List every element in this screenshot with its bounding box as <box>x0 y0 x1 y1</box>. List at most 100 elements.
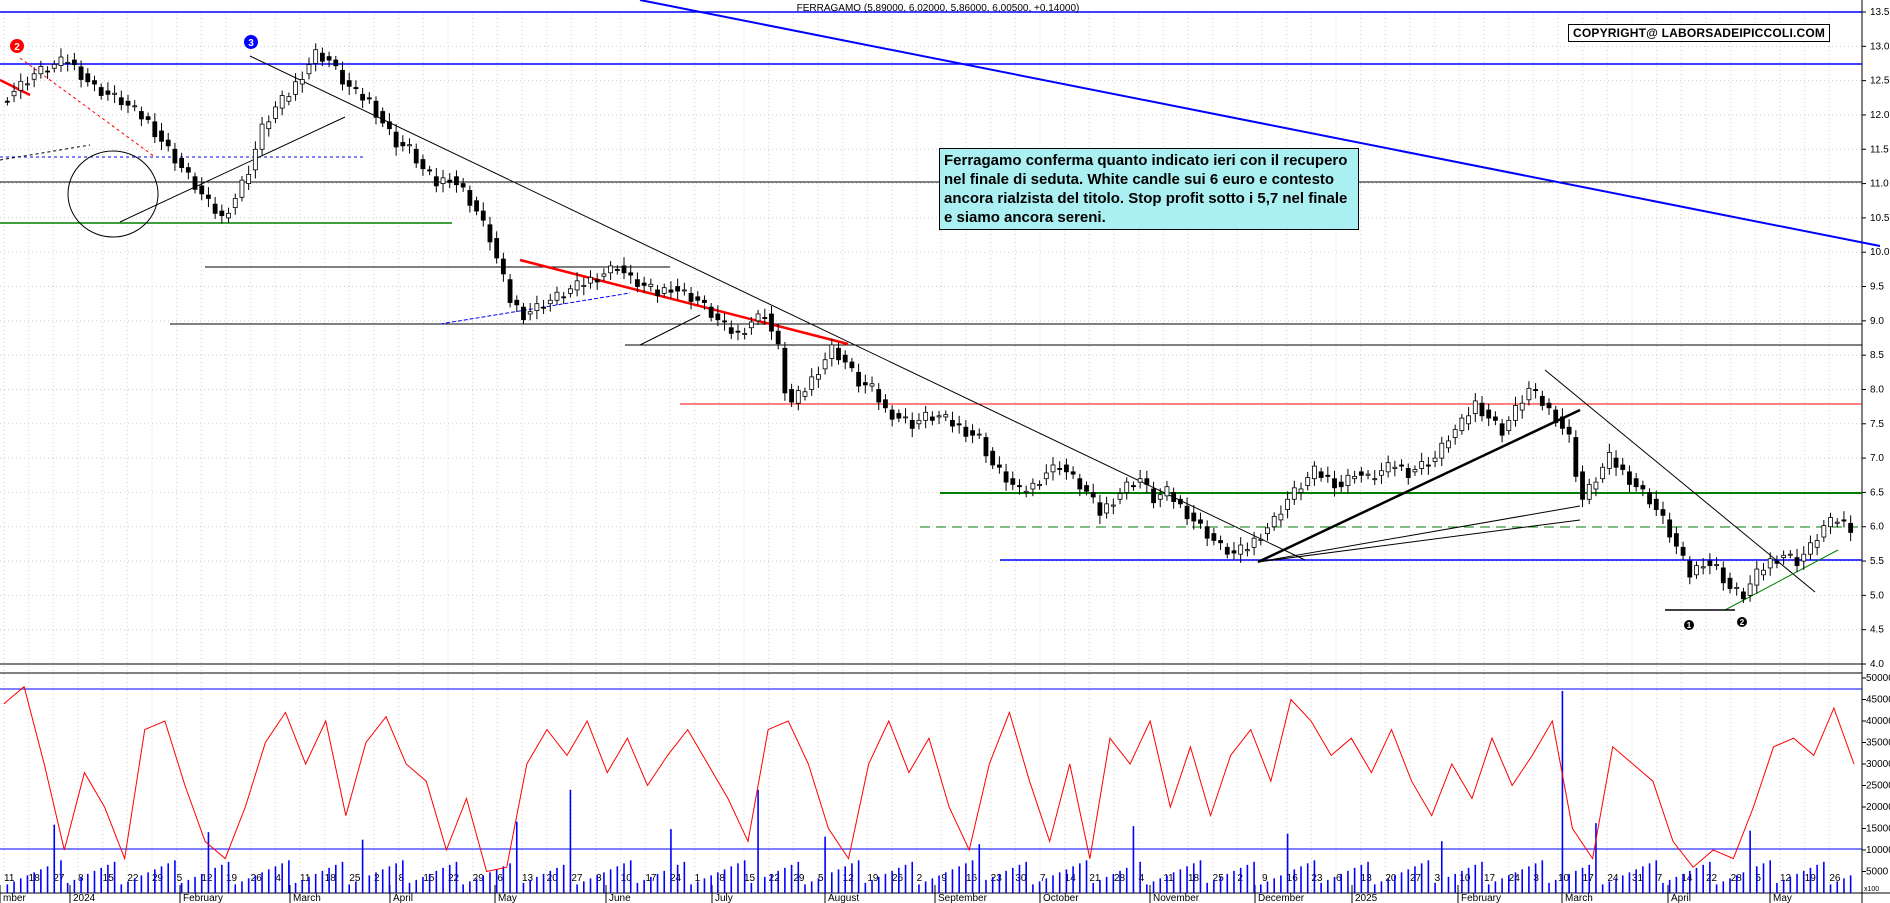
candle <box>869 376 875 392</box>
candle <box>1834 518 1840 528</box>
svg-text:3: 3 <box>248 38 254 49</box>
candle <box>1218 535 1223 550</box>
candle <box>460 177 466 192</box>
x-axis: 1118278152229512192641118252815222961320… <box>0 873 1841 903</box>
candle <box>1814 534 1820 556</box>
red-downtrend <box>519 258 849 346</box>
candle <box>1064 458 1069 480</box>
candle <box>125 94 131 114</box>
wave-marker-2: 2 <box>10 39 24 53</box>
x-day-label: 29 <box>152 873 164 884</box>
candle <box>1097 494 1103 524</box>
copyright-badge: COPYRIGHT@ LABORSADEIPICCOLI.COM <box>1568 24 1831 42</box>
candle <box>728 320 734 340</box>
candle <box>889 405 895 427</box>
price-tick-label: 8.0 <box>1870 384 1884 395</box>
candle <box>1727 572 1733 594</box>
candle <box>1613 450 1619 476</box>
candle <box>1392 460 1398 477</box>
volume-tick: 35000 <box>1862 738 1890 749</box>
candle <box>1030 478 1036 497</box>
candle <box>31 67 37 88</box>
price-tick: 7.0 <box>1862 453 1884 464</box>
candle <box>1466 407 1471 431</box>
volume-tick: 25000 <box>1862 781 1890 792</box>
price-tick: 11.0 <box>1862 179 1889 190</box>
candle <box>1794 548 1800 573</box>
candle <box>45 66 50 79</box>
x-day-label: 10 <box>1459 873 1471 884</box>
candle <box>547 293 553 312</box>
candle <box>105 82 111 101</box>
x-month-label: May <box>498 893 517 903</box>
candle <box>1694 561 1699 579</box>
candle <box>641 276 647 294</box>
candle <box>950 411 955 433</box>
candle <box>1452 424 1458 445</box>
volume-tick: 5000 <box>1862 867 1889 878</box>
candle <box>903 408 908 424</box>
candle <box>1714 557 1719 571</box>
x-day-label: 17 <box>1484 873 1496 884</box>
x-day-label: 3 <box>1435 873 1441 884</box>
candle <box>769 306 774 340</box>
volume-tick-label: 20000 <box>1866 802 1890 813</box>
candle <box>594 273 600 290</box>
x-day-label: 5 <box>1755 873 1761 884</box>
candle <box>18 73 24 99</box>
candle <box>92 75 97 92</box>
candle <box>608 261 614 280</box>
candle <box>1285 491 1291 519</box>
volume-tick-label: 5000 <box>1866 867 1889 878</box>
downtrend-black <box>249 55 1306 561</box>
candle <box>521 302 526 324</box>
candle <box>635 272 640 293</box>
candle <box>366 92 372 104</box>
x-day-label: 24 <box>670 873 682 884</box>
candle <box>735 324 741 341</box>
candle <box>976 428 982 439</box>
x-day-label: 23 <box>991 873 1003 884</box>
x-month-label: April <box>393 893 413 903</box>
candle <box>1338 474 1344 493</box>
candle <box>1104 496 1110 519</box>
candle <box>561 291 567 304</box>
candle <box>85 68 91 87</box>
candle <box>1365 470 1371 480</box>
candle <box>1828 512 1833 534</box>
x-month-label: April <box>1671 893 1691 903</box>
x-day-label: 5 <box>177 873 183 884</box>
price-tick-label: 6.5 <box>1870 487 1884 498</box>
price-tick-label: 7.0 <box>1870 453 1884 464</box>
candle <box>333 55 339 70</box>
candle <box>816 366 821 388</box>
x-day-label: 14 <box>1065 873 1077 884</box>
candle <box>172 142 178 171</box>
candle <box>98 83 104 100</box>
candle <box>1472 392 1478 423</box>
oscillator-line <box>3 685 1855 873</box>
price-tick-label: 11.0 <box>1870 179 1889 190</box>
candle <box>1700 558 1706 575</box>
candle <box>1787 550 1793 559</box>
candle <box>1023 485 1029 498</box>
candle <box>1271 512 1277 531</box>
candle <box>252 141 258 179</box>
candle <box>1741 587 1746 603</box>
price-tick: 9.5 <box>1862 282 1884 293</box>
candle <box>1278 505 1284 527</box>
candle <box>923 405 929 429</box>
candle <box>199 177 205 201</box>
candle <box>1144 470 1150 494</box>
candle <box>1164 481 1170 501</box>
candle <box>165 132 171 152</box>
candle <box>373 96 379 125</box>
candle <box>1298 482 1304 501</box>
svg-text:1: 1 <box>1687 621 1692 630</box>
candle <box>1526 381 1532 406</box>
candle <box>427 165 433 176</box>
volume-tick: 40000 <box>1862 716 1890 727</box>
candles <box>4 43 1854 603</box>
candle <box>722 312 727 331</box>
candle <box>775 323 781 350</box>
